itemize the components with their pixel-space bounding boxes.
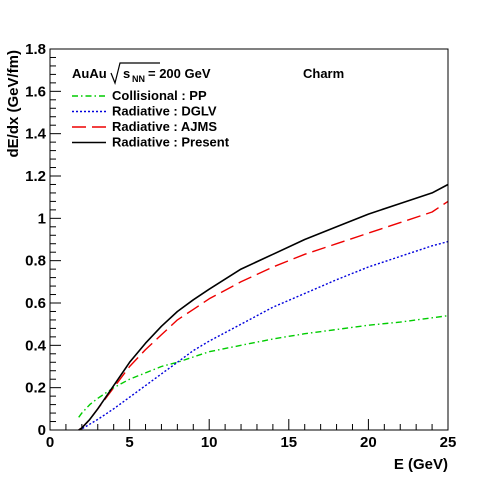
y-tick-label: 1.2 <box>25 168 46 185</box>
y-tick-label: 0.2 <box>25 380 46 397</box>
y-axis-title: dE/dx (GeV/fm) <box>5 50 22 158</box>
legend-label-1: Collisional : PP <box>112 88 207 103</box>
energy-text: = 200 GeV <box>148 66 211 81</box>
y-tick-label: 0.8 <box>25 253 46 270</box>
legend-label-3: Radiative : AJMS <box>112 119 217 134</box>
series-line-1 <box>78 315 449 418</box>
ticks: 0 5 10 15 20 25 0 0.2 0.4 0.6 0.8 1 1.2 1.4 1.6 1.8 <box>25 41 456 451</box>
y-tick-label: 1.4 <box>25 126 47 143</box>
series-line-4 <box>78 183 449 431</box>
legend-label-4: Radiative : Present <box>112 135 230 150</box>
sqrt-subscript: NN <box>132 74 145 84</box>
sqrt-symbol: s <box>123 66 130 81</box>
x-tick-label: 0 <box>46 434 54 451</box>
series-line-2 <box>78 240 449 431</box>
x-tick-label: 5 <box>125 434 133 451</box>
flavor-label: Charm <box>303 66 344 81</box>
x-tick-label: 25 <box>440 434 457 451</box>
y-tick-label: 1.8 <box>25 41 46 58</box>
x-tick-label: 10 <box>201 434 218 451</box>
plot-frame <box>49 48 449 431</box>
x-axis-title: E (GeV) <box>394 456 448 473</box>
y-tick-label: 1 <box>38 210 46 227</box>
y-tick-label: 0.6 <box>25 295 46 312</box>
y-tick-label: 0 <box>38 422 46 439</box>
system-prefix: AuAu <box>72 66 107 81</box>
system-annotation: AuAu s NN = 200 GeV <box>72 62 211 85</box>
y-tick-label: 1.6 <box>25 83 46 100</box>
y-tick-label: 0.4 <box>25 337 47 354</box>
x-tick-label: 15 <box>280 434 297 451</box>
legend-label-2: Radiative : DGLV <box>112 104 217 119</box>
x-tick-label: 20 <box>360 434 377 451</box>
axes <box>49 48 449 431</box>
series-line-3 <box>78 200 449 431</box>
sqrt-radical-icon <box>110 62 160 85</box>
curves <box>78 183 449 431</box>
